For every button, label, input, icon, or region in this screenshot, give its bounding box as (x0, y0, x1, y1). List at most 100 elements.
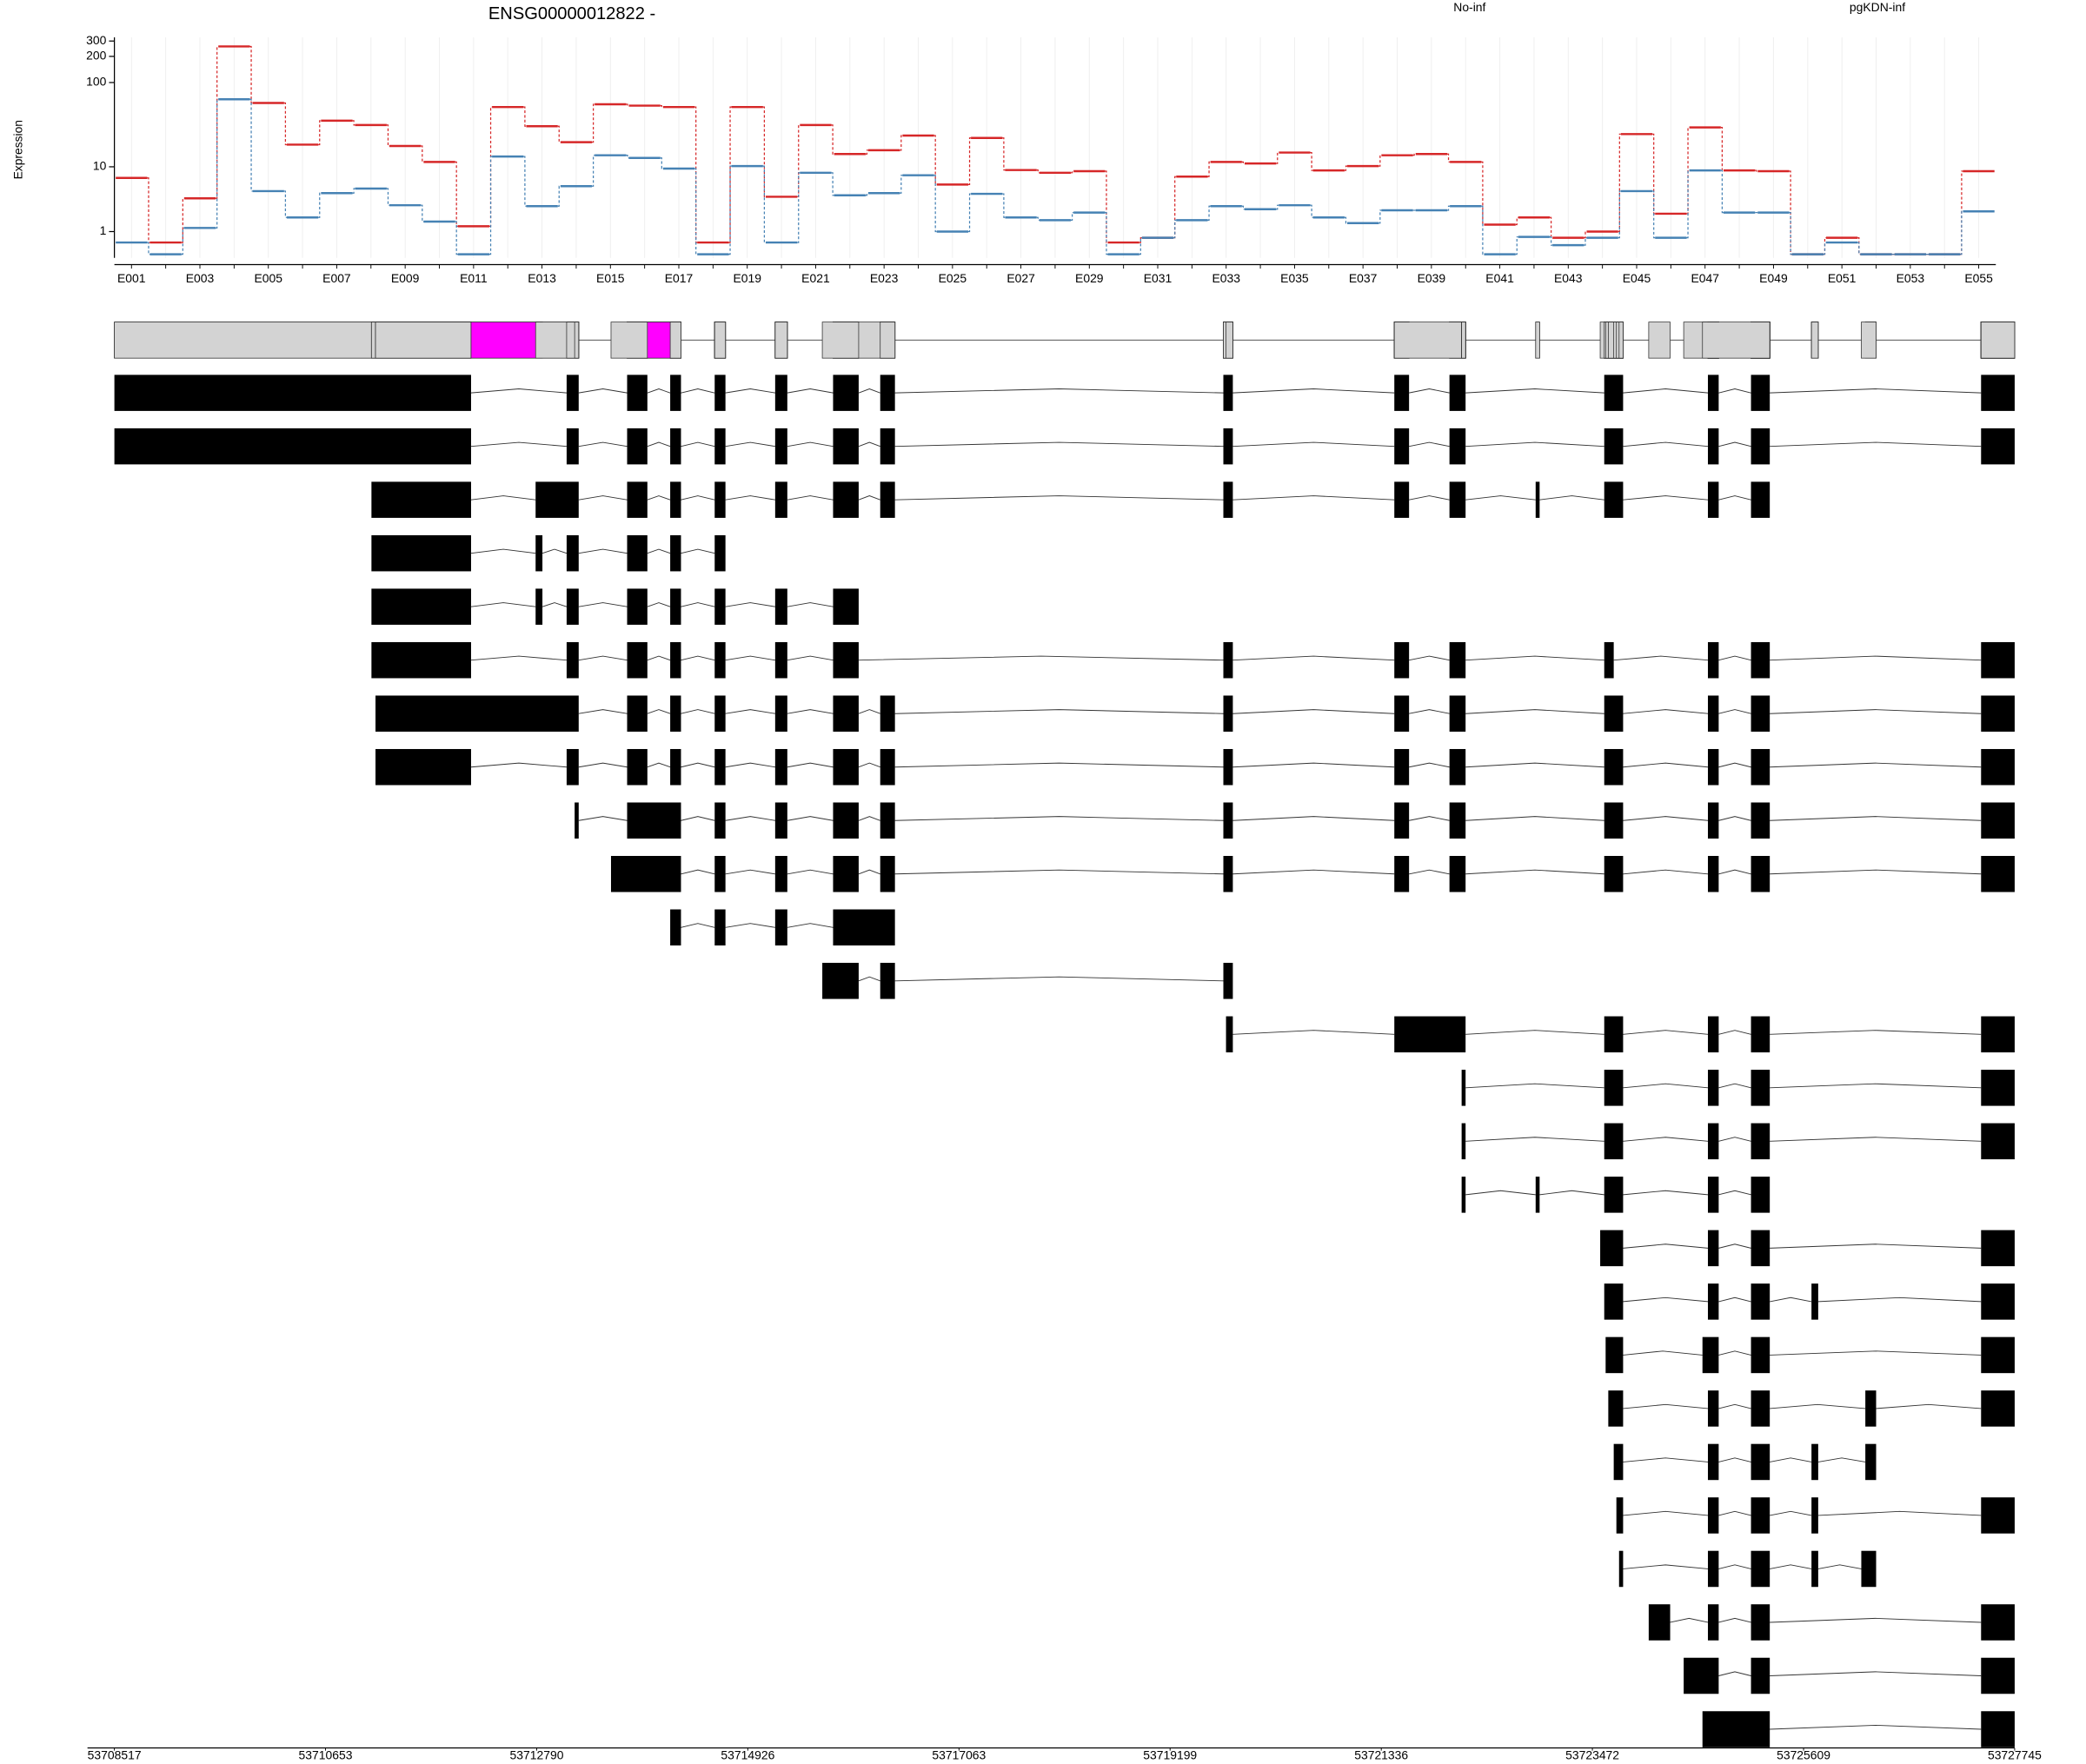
step-connector (626, 103, 629, 107)
x-tick-label: 53714926 (721, 1747, 774, 1761)
intron (787, 816, 834, 821)
step-connector (386, 188, 390, 206)
step-connector (762, 106, 766, 198)
gene-exon (574, 322, 580, 359)
exon (1981, 856, 2015, 892)
intron (1770, 1564, 1812, 1569)
step-connector (1105, 170, 1108, 243)
intron (858, 388, 880, 394)
intron (681, 762, 715, 768)
exon (566, 588, 579, 625)
step-connector (1139, 236, 1142, 255)
exon (1449, 856, 1466, 892)
exon (1751, 1070, 1770, 1106)
exon (714, 748, 726, 786)
exon (1707, 802, 1719, 839)
intron (1539, 495, 1604, 501)
intron (1623, 441, 1709, 448)
step-connector (1412, 153, 1416, 156)
intron (1232, 869, 1395, 875)
exon (774, 909, 787, 946)
exon (714, 641, 726, 679)
intron (858, 495, 880, 501)
intron (1409, 655, 1450, 661)
exon (670, 534, 681, 572)
intron (787, 655, 834, 661)
intron (578, 602, 628, 607)
intron (1409, 388, 1450, 394)
exon (880, 963, 895, 999)
x-tick-label: 53723472 (1565, 1747, 1619, 1761)
exon (535, 481, 579, 518)
x-tick-label: E033 (1212, 271, 1240, 285)
intron (1770, 1403, 1866, 1409)
intron (1409, 869, 1450, 875)
intron (681, 816, 715, 821)
intron (1770, 1083, 1982, 1089)
x-tick-label: E039 (1418, 271, 1446, 285)
step-connector (216, 45, 219, 199)
exon (1702, 1336, 1719, 1374)
exon (1707, 748, 1719, 786)
intron (1623, 762, 1709, 768)
gene-exon (1618, 322, 1624, 359)
intron (1718, 1296, 1751, 1303)
step-connector (1823, 242, 1827, 255)
intron (1718, 655, 1751, 661)
exon (1707, 1604, 1719, 1641)
exon (1604, 856, 1624, 892)
exon (1604, 802, 1624, 839)
intron (578, 816, 628, 821)
intron (1232, 762, 1395, 768)
exon (714, 695, 726, 732)
gene-exon (375, 322, 472, 359)
exon (627, 375, 648, 411)
exon (880, 481, 895, 518)
x-tick-label: E043 (1554, 271, 1583, 285)
intron (647, 441, 671, 448)
intron (1623, 495, 1709, 501)
exon (1981, 1230, 2015, 1267)
intron (1718, 1403, 1751, 1409)
x-tick-label: 53721336 (1354, 1747, 1408, 1761)
exon (1604, 481, 1624, 518)
exon (1707, 1443, 1719, 1481)
intron (858, 976, 880, 982)
exon (1600, 1230, 1624, 1267)
exon (1223, 481, 1233, 518)
step-connector (933, 175, 937, 233)
exon (1702, 1711, 1770, 1747)
legend-label: pgKDN-inf (1850, 0, 1905, 14)
intron (787, 709, 834, 714)
exon (1604, 375, 1624, 411)
exon (670, 748, 681, 786)
x-tick-label: 53725609 (1777, 1747, 1830, 1761)
exon (833, 428, 859, 465)
intron (1465, 655, 1604, 661)
step-connector (967, 137, 972, 185)
exon (1981, 641, 2015, 679)
exon (1604, 1070, 1624, 1106)
gene-exon (669, 322, 681, 359)
exon (1751, 1123, 1770, 1160)
intron (1409, 762, 1450, 768)
step-connector (831, 124, 834, 155)
intron (1770, 1510, 1812, 1516)
exon (670, 375, 681, 411)
step-connector (865, 192, 869, 196)
step-connector (1036, 169, 1040, 174)
step-connector (421, 145, 424, 162)
step-connector (249, 98, 253, 192)
exon (1865, 1443, 1877, 1481)
step-connector (1755, 169, 1758, 172)
exon (1616, 1497, 1624, 1534)
exon (371, 641, 471, 679)
exon (1449, 695, 1466, 732)
intron (1465, 762, 1604, 768)
exon (1751, 1443, 1770, 1481)
exon (1981, 1123, 2015, 1160)
intron (470, 495, 536, 501)
intron (1232, 709, 1395, 714)
exon (774, 802, 787, 839)
